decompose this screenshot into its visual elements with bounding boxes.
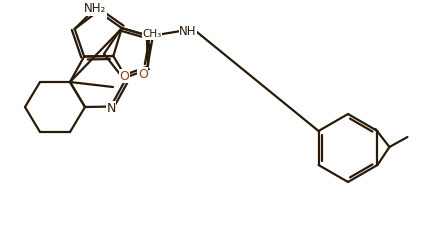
Text: S: S — [98, 5, 106, 18]
Text: NH₂: NH₂ — [83, 2, 106, 15]
Text: NH: NH — [179, 25, 197, 38]
Text: CH₃: CH₃ — [142, 30, 162, 39]
Text: O: O — [138, 68, 148, 81]
Text: O: O — [120, 70, 129, 83]
Text: N: N — [107, 102, 116, 115]
